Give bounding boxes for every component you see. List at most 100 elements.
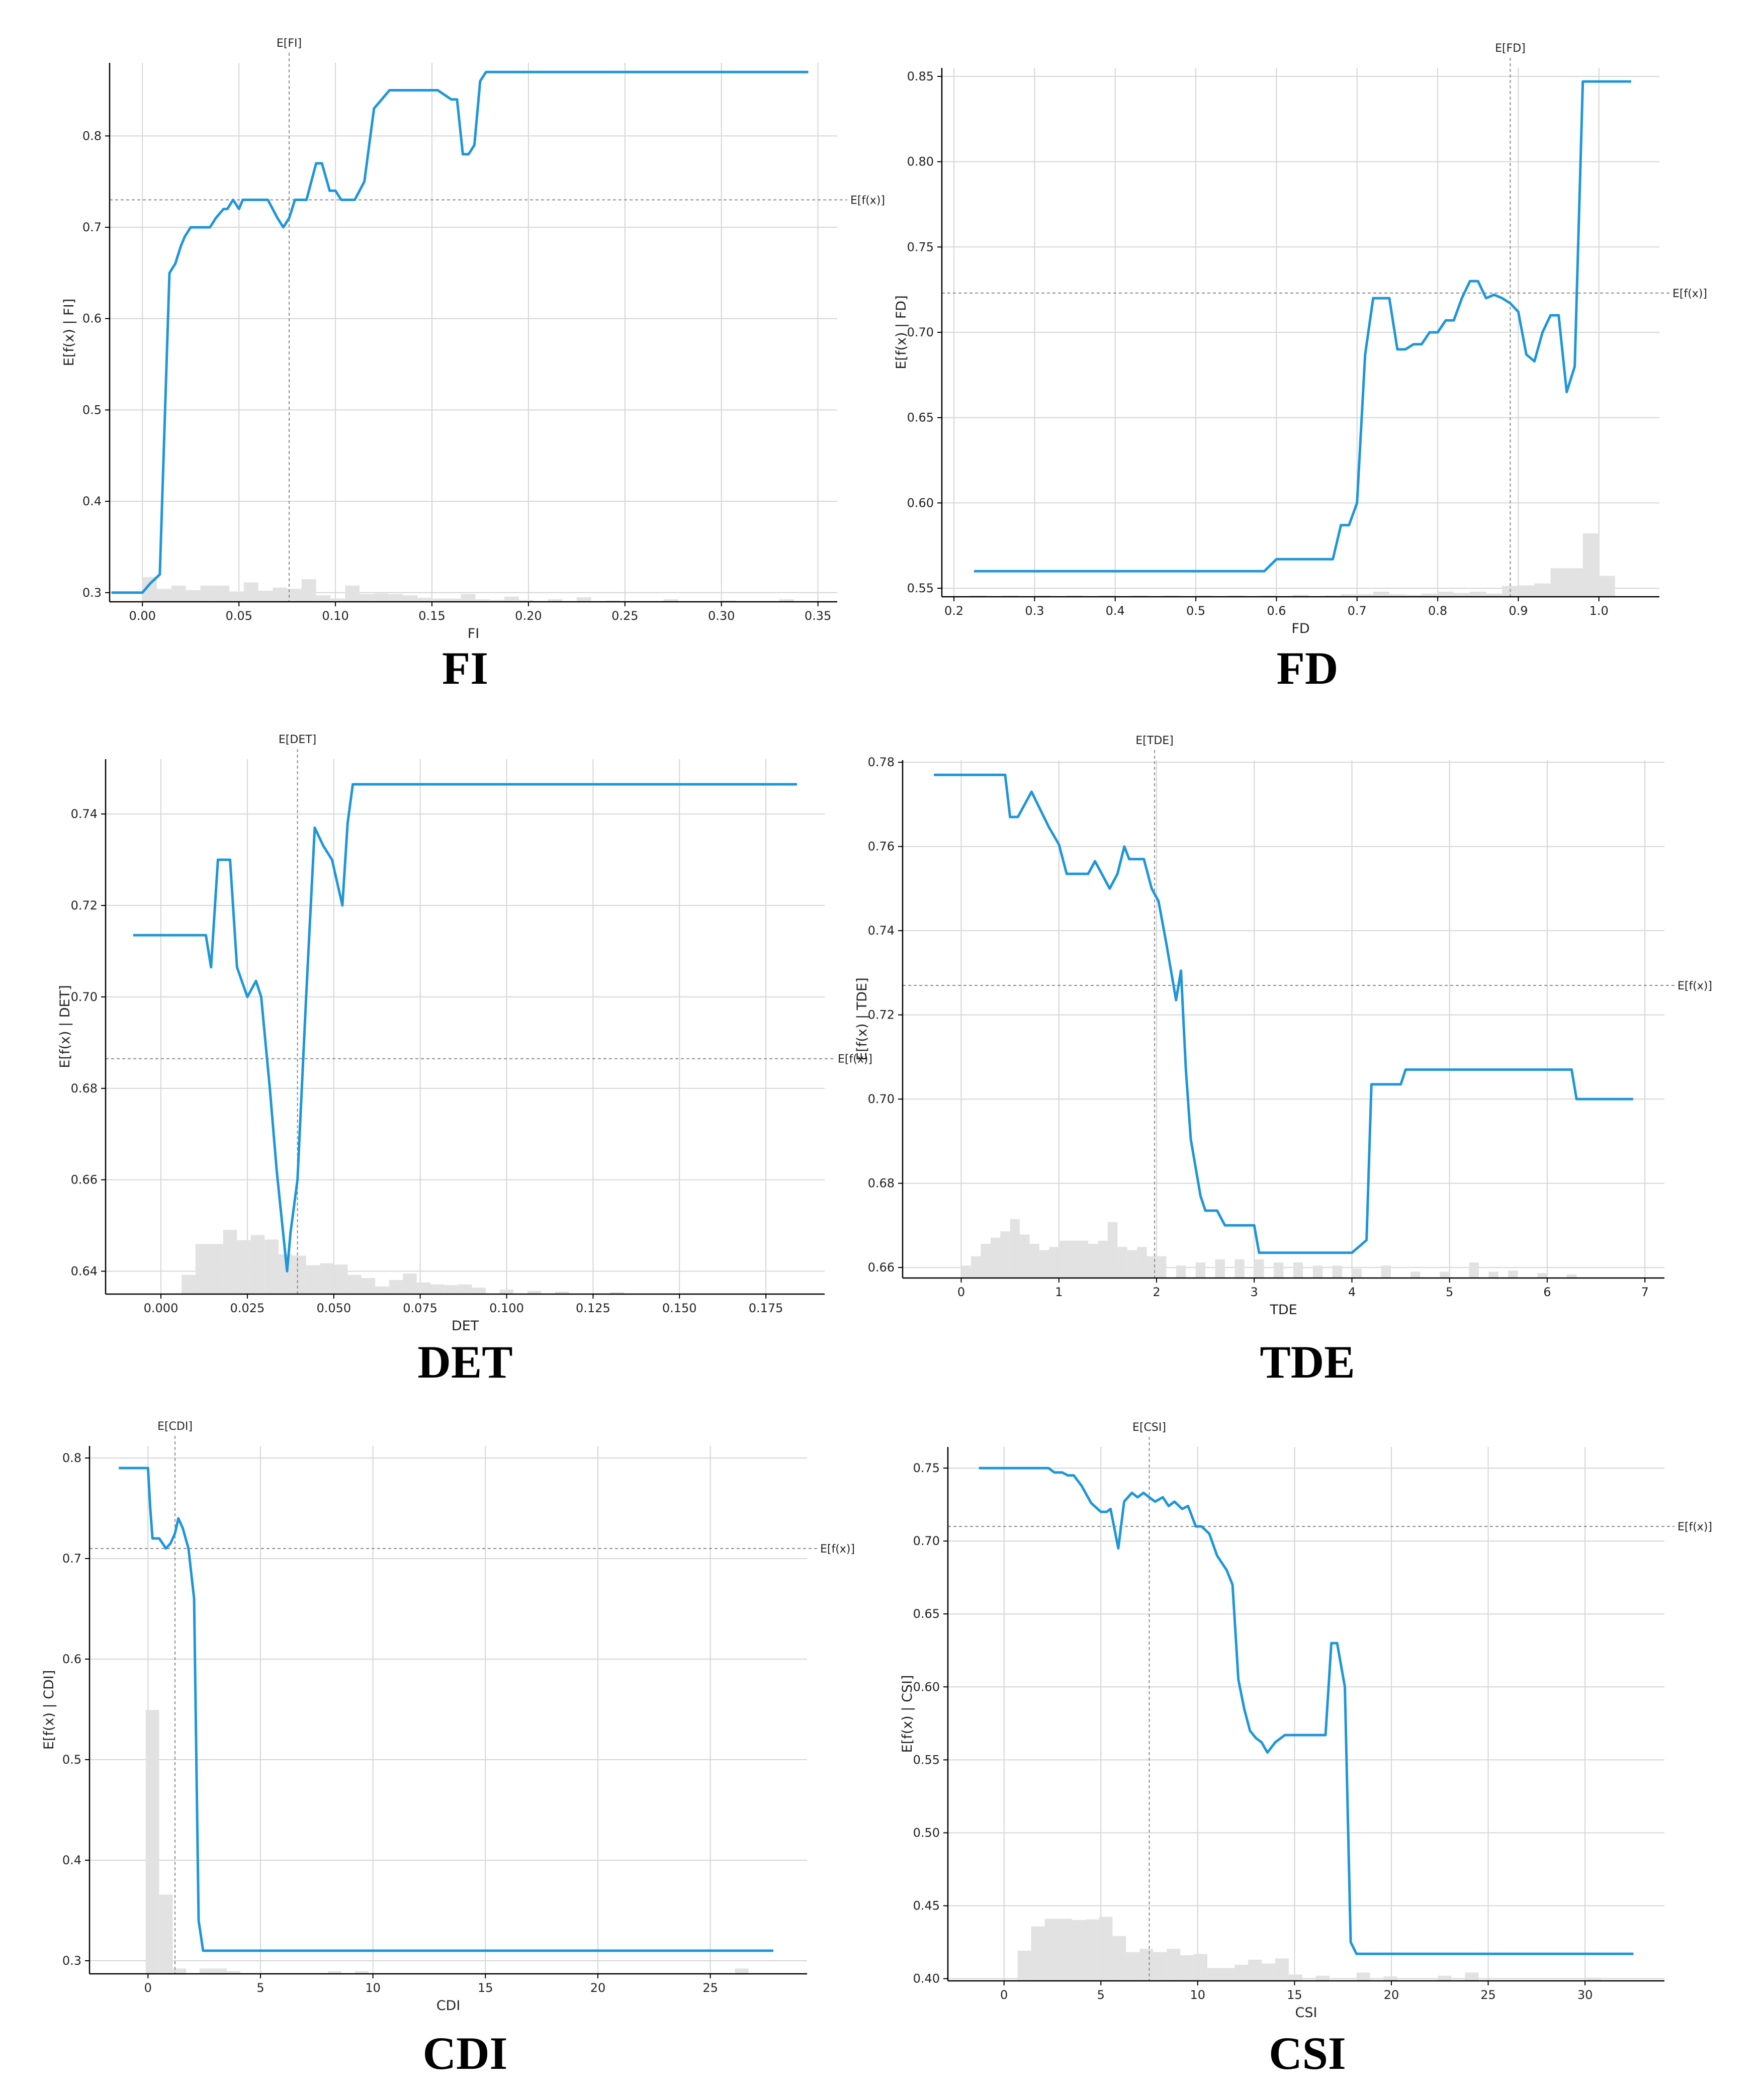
x-tick-label: 10 — [365, 1981, 381, 1995]
histogram-bar — [388, 594, 403, 602]
histogram-bar — [527, 1291, 542, 1294]
histogram-bar — [610, 1292, 625, 1294]
x-axis-label: CDI — [436, 1998, 461, 2014]
histogram-bar — [1261, 1963, 1275, 1981]
x-tick-label: 15 — [1287, 1988, 1302, 2002]
expected-feature-label: E[FI] — [277, 37, 302, 50]
histogram-bar — [1248, 1959, 1262, 1981]
x-axis-label: CSI — [1295, 2005, 1317, 2021]
histogram-bar — [292, 1255, 306, 1294]
histogram-bar — [1139, 1949, 1154, 1981]
y-tick-label: 0.72 — [868, 1008, 895, 1022]
x-tick-label: 0.4 — [1106, 604, 1125, 618]
x-tick-label: 5 — [256, 1981, 264, 1995]
histogram-bar — [223, 1230, 237, 1294]
histogram-bar — [1072, 1920, 1086, 1981]
histogram-bar — [328, 1971, 341, 1974]
histogram-bar — [1534, 583, 1551, 597]
x-tick-label: 10 — [1190, 1988, 1206, 2002]
histogram-bar — [1357, 594, 1373, 597]
histogram-bar — [1221, 1968, 1234, 1981]
histogram-bar — [1254, 1259, 1264, 1278]
histogram-bar — [145, 1710, 159, 1974]
histogram-bar — [735, 1968, 749, 1974]
y-tick-label: 0.75 — [913, 1461, 940, 1475]
histogram-bar — [1017, 1951, 1031, 1981]
histogram-bar — [663, 599, 678, 602]
histogram-bar — [504, 596, 519, 602]
histogram-bar — [1586, 1977, 1601, 1981]
x-tick-label: 0.30 — [708, 609, 735, 623]
y-tick-label: 0.3 — [82, 586, 102, 600]
histogram-bar — [306, 1265, 320, 1294]
y-axis-label: E[f(x) | CDI] — [41, 1670, 57, 1750]
histogram-bar — [1215, 1259, 1225, 1278]
histogram-bar — [226, 1971, 240, 1974]
y-tick-label: 0.70 — [913, 1534, 940, 1548]
histogram-bar — [1518, 585, 1535, 597]
histogram-bar — [1275, 1958, 1289, 1981]
histogram-bar — [475, 599, 490, 602]
chart-panel-cdi: E[CDI] E[f(x)] 0 5 10 15 20 25 0.3 0.4 0.5 0.6 0.7 0.… — [41, 1420, 855, 2079]
histogram-bar — [200, 585, 215, 602]
x-tick-label: 0.000 — [144, 1301, 179, 1315]
x-tick-label: 0.6 — [1267, 604, 1286, 618]
expected-feature-label: E[DET] — [279, 734, 316, 746]
histogram-bar — [159, 1894, 173, 1974]
histogram-bar — [1020, 1234, 1030, 1278]
histogram-bar — [1389, 594, 1405, 597]
panel-caption: FI — [442, 643, 488, 694]
x-tick-label: 0 — [1000, 1988, 1008, 2002]
histogram-bar — [403, 1273, 417, 1294]
expected-output-label: E[f(x)] — [1672, 288, 1707, 300]
histogram-bar — [1049, 1247, 1059, 1278]
x-tick-label: 0.3 — [1025, 604, 1044, 618]
histogram-bar — [1085, 1919, 1099, 1981]
histogram-bar — [243, 582, 258, 602]
histogram-bar — [1112, 1936, 1126, 1981]
histogram-bar — [1029, 1244, 1039, 1278]
histogram-bar — [375, 1286, 389, 1294]
y-tick-label: 0.7 — [62, 1552, 81, 1566]
histogram-bar — [1410, 1271, 1421, 1278]
y-axis-label: E[f(x) | TDE] — [854, 977, 870, 1060]
histogram-bar — [499, 1290, 514, 1294]
histogram-bar — [461, 594, 476, 602]
expected-output-label: E[f(x)] — [838, 1053, 872, 1066]
x-tick-label: 25 — [1480, 1988, 1496, 2002]
histogram-bar — [1599, 576, 1615, 597]
chart-panel-csi: E[CSI] E[f(x)] 0 5 10 15 20 25 30 0.40 0.45 0.50 0.5… — [900, 1421, 1712, 2079]
x-tick-label: 3 — [1251, 1285, 1258, 1299]
histogram-bar — [1127, 1250, 1137, 1278]
histogram-bar — [1078, 1240, 1088, 1278]
histogram-bar — [347, 1274, 362, 1294]
histogram-bar — [1486, 593, 1503, 597]
expected-output-label: E[f(x)] — [850, 195, 885, 207]
x-tick-label: 0.9 — [1509, 604, 1528, 618]
y-tick-label: 0.66 — [868, 1260, 895, 1274]
x-tick-label: 0.20 — [515, 609, 542, 623]
histogram-bar — [1099, 1917, 1113, 1981]
histogram-bar — [1356, 1972, 1370, 1981]
dependence-line — [119, 1467, 773, 1952]
histogram-bar — [472, 1288, 486, 1294]
histogram-bar — [182, 1274, 196, 1294]
dependence-line — [133, 783, 797, 1272]
histogram-bar — [555, 1291, 569, 1294]
y-tick-label: 0.80 — [907, 155, 934, 169]
histogram-bar — [1167, 1949, 1181, 1981]
histogram-bar — [1488, 1271, 1498, 1278]
x-tick-label: 0.7 — [1348, 604, 1367, 618]
histogram-bar — [172, 1968, 187, 1974]
histogram-bar — [1373, 591, 1389, 597]
y-tick-label: 0.55 — [907, 581, 934, 595]
x-tick-label: 0.125 — [576, 1301, 610, 1315]
chart-panel-fi: E[FI]E[f(x)]0.00 0.05 0.10 0.15 0.20 0.25 0.30… — [61, 37, 885, 694]
x-tick-label: 0.050 — [316, 1301, 351, 1315]
histogram-bar — [1098, 1240, 1108, 1278]
y-tick-label: 0.6 — [62, 1652, 81, 1666]
y-tick-label: 0.64 — [71, 1264, 98, 1279]
x-tick-label: 25 — [702, 1981, 718, 1995]
y-tick-label: 0.7 — [82, 220, 102, 234]
